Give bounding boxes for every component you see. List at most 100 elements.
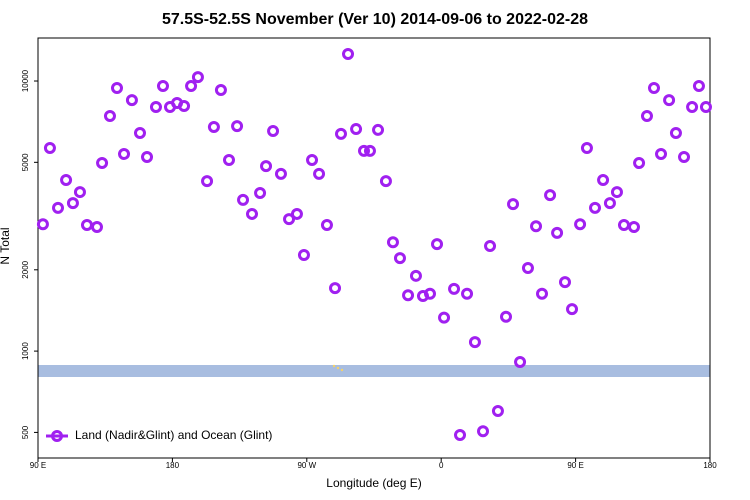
point [424,287,436,300]
overlay-band [38,365,710,377]
point [610,186,623,199]
point [468,336,481,349]
point [500,310,513,323]
point [678,151,691,164]
point [283,213,296,226]
point [507,198,520,211]
point [574,218,587,231]
point [640,110,653,123]
point [461,287,474,300]
x-tick-label: 180 [166,461,180,470]
point [663,94,676,107]
point [320,219,333,232]
x-tick-label: 90 W [297,461,316,470]
point [103,110,116,123]
point [402,289,415,302]
overlay-dot [332,364,336,368]
point [350,123,363,136]
point [566,303,579,316]
point [699,101,712,114]
y-tick-label: 5000 [21,153,30,171]
point [448,282,461,295]
x-axis-label: Longitude (deg E) [326,476,421,490]
point [290,207,303,220]
x-tick-label: 0 [439,461,444,470]
point [149,101,162,114]
point [484,239,497,252]
point [185,80,198,93]
point [477,425,490,438]
point [357,144,370,157]
point [627,221,640,234]
point [43,141,56,154]
legend-label: Land (Nadir&Glint) and Ocean (Glint) [75,428,272,442]
point [580,141,593,154]
point [52,201,65,214]
point [597,174,610,187]
y-tick-label: 500 [21,425,30,439]
point [245,207,258,220]
y-tick-label: 10000 [21,69,30,92]
point [655,147,668,160]
point [222,153,235,166]
point [141,151,154,164]
overlay-dot [336,366,340,370]
point [521,262,534,275]
point [438,311,451,324]
point [125,94,138,107]
point [544,189,557,202]
point [90,221,103,234]
point [363,144,376,157]
point [80,219,93,232]
point [454,429,467,442]
point [313,167,326,180]
point [207,120,220,133]
point [66,197,79,210]
point [558,276,571,289]
point [372,123,385,136]
point [231,120,244,133]
point [686,101,699,114]
point [297,248,310,261]
point [36,218,49,231]
point [73,186,86,199]
point [201,175,214,188]
y-tick-label: 1000 [21,342,30,360]
point [431,238,444,251]
point [603,197,616,210]
legend-marker [51,430,63,442]
point [342,48,355,61]
point [191,71,204,84]
point [274,167,287,180]
point [530,220,543,233]
point [669,126,682,139]
point [617,219,630,232]
y-tick-label: 2000 [21,260,30,278]
point [409,269,422,282]
point [551,226,564,239]
point [633,157,646,170]
plot-frame [37,37,711,459]
x-tick-label: 180 [703,461,717,470]
point [110,82,123,95]
point [178,100,191,113]
x-tick-label: 90 E [567,461,583,470]
point [306,153,319,166]
point [393,252,406,265]
point [214,84,227,97]
point [60,174,73,187]
point [386,236,399,249]
point [267,125,280,138]
point [334,127,347,140]
point [589,201,602,214]
point [118,147,131,160]
point [156,80,169,93]
x-tick-label: 90 E [30,461,46,470]
point [692,80,705,93]
point [536,287,548,300]
point [133,126,146,139]
point [648,82,660,95]
point [260,160,273,173]
point [254,186,267,199]
